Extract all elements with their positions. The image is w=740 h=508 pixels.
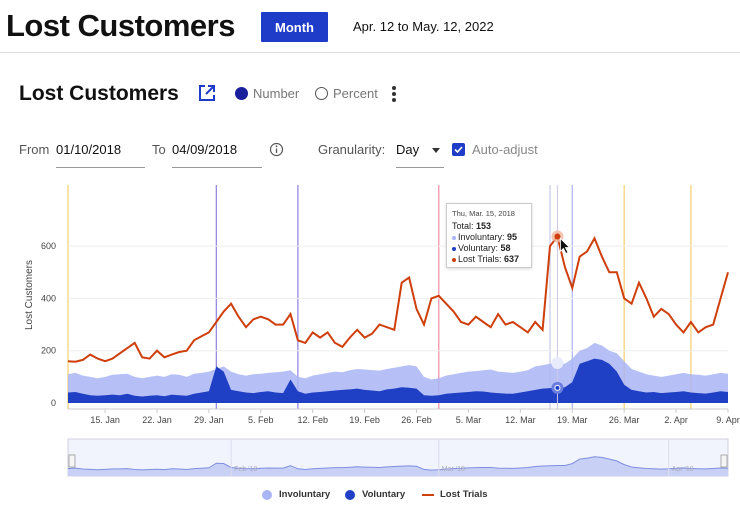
top-bar: Lost Customers Month Apr. 12 to May. 12,… (0, 0, 740, 53)
x-tick-label: 5. Mar (456, 415, 482, 425)
to-date-input[interactable]: 04/09/2018 (172, 142, 262, 168)
granularity-select[interactable]: Day (396, 142, 444, 168)
tooltip-date: Thu, Mar. 15, 2018 (452, 209, 515, 218)
legend-involuntary[interactable]: Involuntary (262, 489, 330, 500)
auto-adjust-label: Auto-adjust (472, 142, 538, 157)
vertical-ellipsis-icon[interactable] (389, 84, 399, 104)
x-tick-label: 9. Apr (716, 415, 740, 425)
navigator-label: Apr '18 (672, 466, 694, 473)
x-tick-label: 29. Jan (194, 415, 224, 425)
navigator-handle[interactable] (720, 454, 728, 468)
month-button[interactable]: Month (261, 12, 328, 42)
mode-number-radio[interactable]: Number (235, 86, 299, 101)
legend-involuntary-label: Involuntary (279, 489, 331, 500)
mode-number-label: Number (253, 86, 300, 101)
auto-adjust-checkbox[interactable] (452, 143, 465, 156)
x-tick-label: 15. Jan (90, 415, 120, 425)
lost-trials-point (554, 233, 561, 240)
navigator-handle[interactable] (68, 454, 76, 468)
x-tick-label: 12. Feb (297, 415, 328, 425)
legend-dot-icon (262, 489, 272, 500)
x-tick-label: 19. Mar (557, 415, 588, 425)
navigator-series-line (67, 456, 729, 471)
date-range: Apr. 12 to May. 12, 2022 (353, 19, 494, 34)
x-tick-label: 2. Apr (664, 415, 688, 425)
to-label: To (152, 142, 166, 157)
legend-voluntary[interactable]: Voluntary (345, 489, 405, 500)
voluntary-area (68, 358, 728, 403)
legend-line-icon (422, 493, 434, 496)
y-tick-label: 600 (41, 241, 56, 251)
mode-percent-label: Percent (333, 86, 378, 101)
from-label: From (19, 142, 50, 157)
x-tick-label: 22. Jan (142, 415, 172, 425)
granularity-value: Day (396, 142, 420, 157)
x-tick-label: 5. Feb (248, 415, 274, 425)
x-tick-label: 26. Mar (609, 415, 640, 425)
navigator-label: Feb '18 (234, 466, 257, 473)
chevron-down-icon (432, 148, 440, 153)
from-date-input[interactable]: 01/10/2018 (56, 142, 145, 168)
app-title: Lost Customers (6, 8, 235, 43)
legend-voluntary-label: Voluntary (362, 489, 406, 500)
info-icon[interactable] (269, 142, 284, 157)
legend-lost-trials[interactable]: Lost Trials (422, 489, 488, 500)
y-tick-label: 400 (41, 293, 56, 303)
tooltip-lost-trials: Lost Trials: 637 (452, 254, 526, 265)
x-tick-label: 12. Mar (505, 415, 536, 425)
tooltip-total: Total: 153 (452, 221, 492, 231)
lost-trials-line (67, 234, 729, 363)
mode-percent-radio[interactable]: Percent (315, 86, 378, 101)
mouse-cursor-icon (560, 237, 571, 255)
y-tick-label: 0 (51, 398, 56, 408)
external-link-icon[interactable] (198, 84, 216, 102)
tooltip-voluntary: Voluntary: 58 (452, 243, 526, 254)
x-tick-label: 19. Feb (349, 415, 380, 425)
x-tick-label: 26. Feb (401, 415, 432, 425)
lost-customers-chart[interactable]: Lost Customers 0 200 400 600 15. Jan 22. Jan… (0, 180, 740, 480)
tooltip-involuntary: Involuntary: 95 (452, 232, 526, 243)
voluntary-point (554, 384, 561, 391)
radio-selected-icon (235, 87, 248, 100)
legend-lost-trials-label: Lost Trials (440, 489, 488, 500)
legend-dot-icon (345, 489, 355, 500)
granularity-label: Granularity: (318, 142, 386, 157)
radio-unselected-icon (315, 87, 328, 100)
chart-title: Lost Customers (19, 82, 179, 105)
navigator-label: Mar '18 (442, 466, 465, 473)
involuntary-hover-point (551, 357, 564, 370)
y-tick-label: 200 (41, 346, 56, 356)
check-icon (454, 146, 463, 154)
y-axis-title: Lost Customers (24, 260, 35, 330)
data-tooltip: Thu, Mar. 15, 2018 Total: 153 Involuntar… (446, 203, 532, 268)
